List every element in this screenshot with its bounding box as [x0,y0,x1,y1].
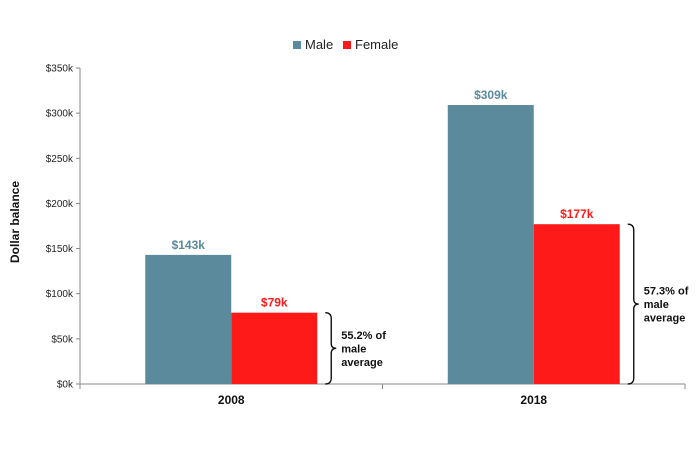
x-tick-label: 2018 [520,393,547,407]
data-label-male-2018: $309k [474,88,508,102]
y-axis-label: Dollar balance [8,181,22,263]
annotation-line: 57.3% of [644,286,689,298]
bar-male-2018 [447,105,534,384]
annotation-line: male [644,299,669,311]
y-tick-label: $100k [46,289,74,300]
annotation-line: average [644,313,686,325]
legend: Male Female [293,37,398,52]
legend-swatch-male [293,41,301,49]
bar-male-2008 [145,254,232,384]
legend-label-male: Male [305,37,333,52]
bars [145,105,620,384]
data-label-female-2008: $79k [261,296,288,310]
y-tick-label: $300k [46,109,74,120]
annotation-line: 55.2% of [341,330,386,342]
annotation-bracket-2008 [325,311,337,385]
x-ticks: 2008 2018 [79,384,686,407]
y-tick-label: $200k [46,199,74,210]
data-label-male-2008: $143k [172,238,206,252]
legend-swatch-female [343,41,351,49]
y-tick-label: $350k [46,64,74,75]
annotation-text-2018: 57.3% of male average [644,286,689,325]
annotation-line: male [341,343,366,355]
annotation-text-2008: 55.2% of male average [341,330,386,369]
y-tick-label: $250k [46,154,74,165]
annotation-bracket-2018 [627,223,639,385]
y-tick-label: $50k [51,334,74,345]
y-tick-label: $150k [46,244,74,255]
bar-female-2008 [231,312,318,384]
data-label-female-2018: $177k [560,207,594,221]
x-tick-label: 2008 [218,393,245,407]
legend-label-female: Female [355,37,398,52]
annotation-line: average [341,357,383,369]
y-tick-label: $0k [57,380,74,391]
bar-female-2018 [533,224,620,384]
y-ticks: $0k $50k $100k $150k $200k $250k $300k $350k [46,64,80,391]
value-labels: $143k $79k $309k $177k [172,88,594,310]
